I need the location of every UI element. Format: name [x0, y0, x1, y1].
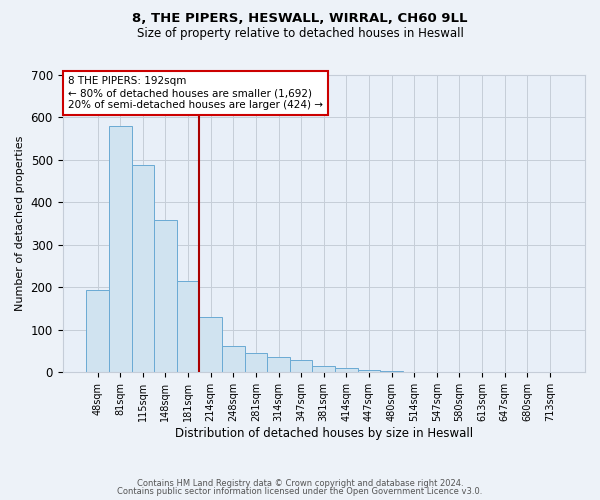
Bar	[131, 166, 154, 372]
Bar	[380, 371, 403, 372]
Bar	[358, 370, 380, 372]
Bar	[335, 368, 358, 372]
Text: 8 THE PIPERS: 192sqm
← 80% of detached houses are smaller (1,692)
20% of semi-de: 8 THE PIPERS: 192sqm ← 80% of detached h…	[68, 76, 323, 110]
Bar	[199, 317, 222, 372]
Y-axis label: Number of detached properties: Number of detached properties	[15, 136, 25, 312]
Bar	[290, 360, 313, 372]
Bar	[313, 366, 335, 372]
Bar	[177, 281, 199, 372]
Bar	[267, 358, 290, 372]
Bar	[222, 346, 245, 372]
Text: Contains public sector information licensed under the Open Government Licence v3: Contains public sector information licen…	[118, 488, 482, 496]
Text: 8, THE PIPERS, HESWALL, WIRRAL, CH60 9LL: 8, THE PIPERS, HESWALL, WIRRAL, CH60 9LL	[132, 12, 468, 26]
X-axis label: Distribution of detached houses by size in Heswall: Distribution of detached houses by size …	[175, 427, 473, 440]
Bar	[86, 290, 109, 372]
Text: Contains HM Land Registry data © Crown copyright and database right 2024.: Contains HM Land Registry data © Crown c…	[137, 478, 463, 488]
Text: Size of property relative to detached houses in Heswall: Size of property relative to detached ho…	[137, 28, 463, 40]
Bar	[109, 126, 131, 372]
Bar	[154, 220, 177, 372]
Bar	[245, 353, 267, 372]
